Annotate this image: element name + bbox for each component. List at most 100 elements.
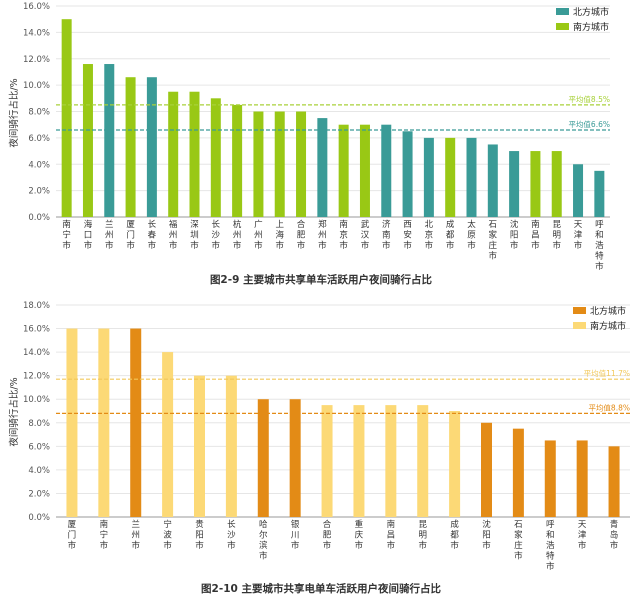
legend-label: 北方城市	[590, 305, 626, 317]
bar	[225, 375, 237, 517]
bar	[359, 124, 370, 217]
x-tick-label: 成都市	[446, 219, 455, 251]
x-tick-label: 上海市	[275, 220, 284, 251]
bar	[338, 124, 349, 217]
y-tick-label: 6.0%	[28, 442, 50, 452]
legend-label: 南方城市	[590, 320, 626, 332]
x-tick-label: 重庆市	[355, 519, 364, 551]
x-tick-label: 沈阳市	[510, 219, 519, 251]
bar	[232, 104, 243, 217]
x-tick-label: 呼和浩特市	[546, 519, 555, 572]
bar	[551, 151, 562, 217]
bar	[162, 352, 174, 517]
y-tick-label: 10.0%	[23, 395, 50, 405]
x-tick-label: 北京市	[425, 220, 434, 251]
x-tick-label: 武汉市	[361, 219, 370, 251]
legend-swatch	[573, 322, 586, 329]
x-tick-label: 长沙市	[212, 219, 221, 251]
y-tick-label: 18.0%	[23, 301, 50, 311]
y-axis-label: 夜间骑行占比/%	[8, 377, 20, 446]
x-tick-label: 石家庄市	[489, 220, 498, 262]
y-tick-label: 14.0%	[23, 28, 50, 38]
average-label: 平均值8.8%	[588, 402, 630, 412]
x-tick-label: 西安市	[403, 220, 412, 251]
bar	[168, 91, 179, 217]
bar	[317, 118, 328, 217]
bar	[146, 77, 157, 218]
average-label: 平均值11.7%	[584, 368, 630, 378]
bar	[274, 111, 285, 217]
x-tick-label: 南昌市	[531, 219, 540, 251]
y-tick-label: 8.0%	[28, 108, 50, 118]
bar	[445, 137, 456, 217]
x-tick-label: 太原市	[467, 219, 476, 251]
y-tick-label: 4.0%	[28, 466, 50, 476]
x-tick-label: 南宁市	[62, 219, 71, 251]
legend-label: 北方城市	[573, 6, 609, 18]
bar	[423, 137, 434, 217]
ebike-night-ride-chart: 平均值11.7% 平均值8.8% 0.0% 2.0% 4.0% 6.0% 8.0% 10.0…	[8, 301, 630, 595]
bar	[289, 399, 301, 517]
x-tick-label: 呼和浩特市	[595, 219, 604, 272]
x-tick-label: 贵阳市	[195, 519, 204, 551]
x-tick-label: 南京市	[339, 219, 348, 251]
x-tick-label: 杭州市	[233, 219, 242, 251]
legend-swatch	[556, 8, 569, 15]
bar	[481, 422, 492, 517]
legend-swatch	[556, 23, 569, 30]
legend-label: 南方城市	[573, 21, 609, 33]
bar	[321, 405, 333, 517]
x-tick-label: 长沙市	[227, 519, 236, 551]
y-axis-label: 夜间骑行占比/%	[8, 78, 20, 147]
bar	[257, 399, 269, 517]
x-tick-label: 合肥市	[297, 219, 306, 251]
bar	[82, 64, 93, 218]
legend-swatch	[573, 307, 586, 314]
y-tick-label: 10.0%	[23, 81, 50, 91]
x-tick-label: 海口市	[84, 219, 93, 251]
bar	[61, 19, 72, 217]
y-tick-label: 6.0%	[28, 134, 50, 144]
bar	[104, 64, 115, 218]
x-tick-label: 成都市	[450, 519, 459, 551]
bar	[130, 328, 142, 517]
y-tick-label: 4.0%	[28, 160, 50, 170]
x-tick-label: 南宁市	[100, 519, 109, 551]
bar	[530, 151, 541, 217]
y-tick-label: 16.0%	[23, 2, 50, 12]
bar	[576, 440, 588, 517]
bar	[449, 411, 461, 517]
y-tick-label: 0.0%	[28, 213, 50, 223]
average-label: 平均值6.6%	[568, 119, 610, 129]
x-tick-label: 厦门市	[68, 520, 77, 551]
bar	[544, 440, 556, 517]
y-tick-label: 8.0%	[28, 419, 50, 429]
bar	[125, 77, 136, 218]
bar	[573, 164, 584, 217]
bar	[66, 328, 78, 517]
y-tick-label: 14.0%	[23, 348, 50, 358]
x-tick-label: 厦门市	[126, 220, 135, 251]
bar	[296, 111, 307, 217]
x-tick-label: 合肥市	[323, 519, 332, 551]
bar	[417, 405, 429, 517]
bar	[189, 91, 200, 217]
bar	[385, 405, 397, 517]
bar	[594, 170, 605, 217]
x-tick-label: 郑州市	[318, 219, 327, 251]
bar	[487, 144, 498, 217]
bar	[253, 111, 264, 217]
bar	[512, 428, 524, 517]
x-tick-label: 银川市	[291, 519, 300, 551]
bar	[466, 137, 477, 217]
bar	[509, 151, 520, 217]
bar	[608, 446, 620, 517]
x-tick-label: 石家庄市	[514, 520, 523, 562]
y-tick-label: 2.0%	[28, 187, 50, 197]
x-tick-label: 昆明市	[552, 220, 561, 251]
y-tick-label: 2.0%	[28, 489, 50, 499]
x-tick-label: 福州市	[169, 219, 178, 251]
x-tick-label: 长春市	[148, 219, 157, 251]
chart-title: 图2-10 主要城市共享电单车活跃用户夜间骑行占比	[201, 582, 441, 595]
